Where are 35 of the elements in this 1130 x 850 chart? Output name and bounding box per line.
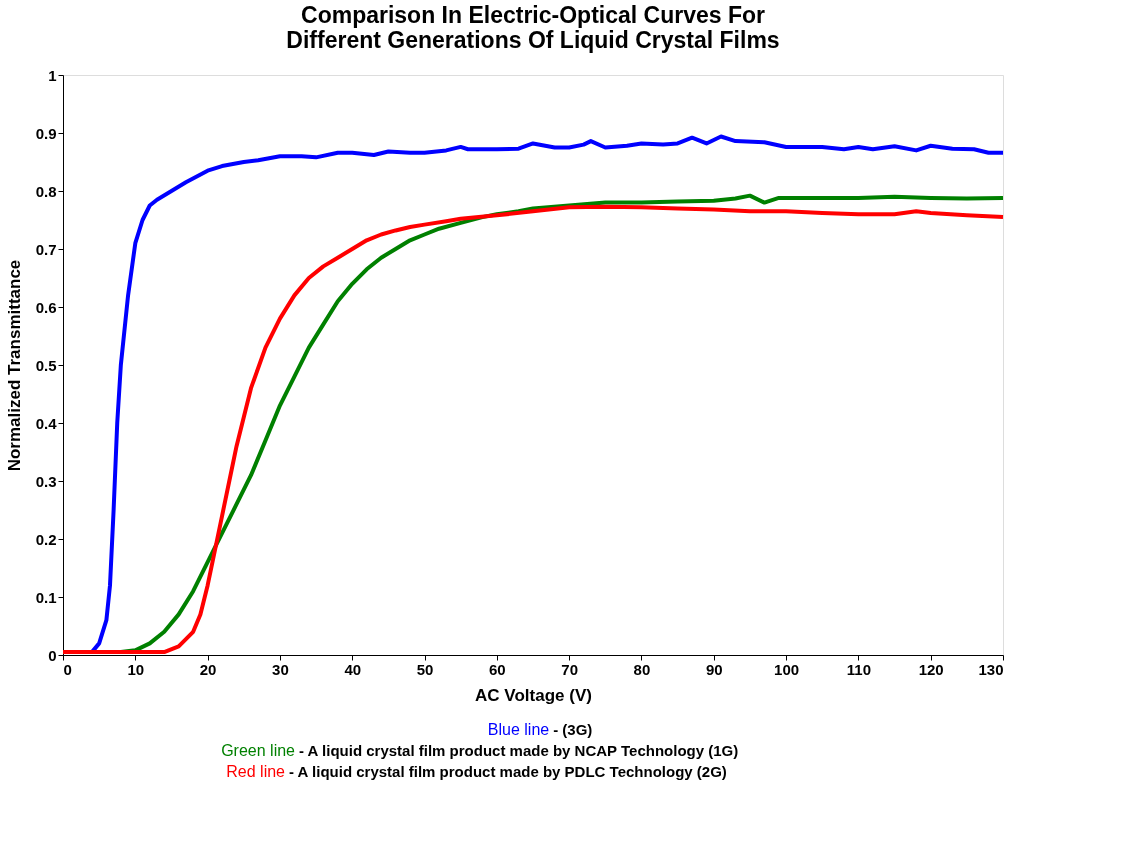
x-tick-label: 80 bbox=[633, 660, 651, 678]
x-tick-label: 120 bbox=[918, 660, 944, 678]
x-tick-label: 10 bbox=[127, 660, 145, 678]
x-tick-label: 110 bbox=[846, 660, 871, 678]
y-tick-label: 0.9 bbox=[35, 124, 57, 142]
y-tick-label: 0.8 bbox=[35, 182, 57, 200]
x-tick-label: 90 bbox=[705, 660, 723, 678]
y-tick-label: 0.3 bbox=[35, 472, 57, 490]
y-tick-label: 0.6 bbox=[35, 298, 57, 316]
text: - A liquid crystal film product made by PDLC Technology (2G) bbox=[289, 763, 727, 780]
text: Different Generations Of Liquid Crystal Films bbox=[286, 27, 780, 53]
x-tick-label: 60 bbox=[489, 660, 506, 678]
x-tick-label: 50 bbox=[416, 660, 434, 678]
text: - A liquid crystal film product made by NCAP Technology (1G) bbox=[299, 742, 739, 759]
text: Comparison In Electric-Optical Curves For bbox=[301, 2, 765, 28]
x-tick-label: 40 bbox=[344, 660, 362, 678]
text: Green line bbox=[221, 742, 296, 759]
x-tick-label: 70 bbox=[561, 660, 578, 678]
x-axis-title: AC Voltage (V) bbox=[475, 685, 592, 705]
y-tick-label: 1 bbox=[48, 66, 57, 84]
y-axis-title: Normalized Transmittance bbox=[4, 259, 24, 472]
y-tick-label: 0.4 bbox=[35, 414, 58, 432]
y-tick-label: 0.5 bbox=[35, 356, 57, 374]
x-tick-label: 130 bbox=[978, 660, 1004, 678]
y-tick-label: 0 bbox=[48, 646, 57, 664]
x-tick-label: 30 bbox=[272, 660, 289, 678]
y-tick-label: 0.2 bbox=[35, 530, 57, 548]
x-tick-label: 20 bbox=[199, 660, 217, 678]
text: Red line bbox=[226, 763, 286, 780]
y-tick-label: 0.1 bbox=[35, 588, 57, 606]
x-tick-label: 100 bbox=[774, 660, 800, 678]
y-tick-label: 0.7 bbox=[35, 240, 57, 258]
x-tick-label: 0 bbox=[63, 660, 72, 678]
text: - (3G) bbox=[553, 721, 593, 738]
text: Blue line bbox=[487, 721, 550, 738]
